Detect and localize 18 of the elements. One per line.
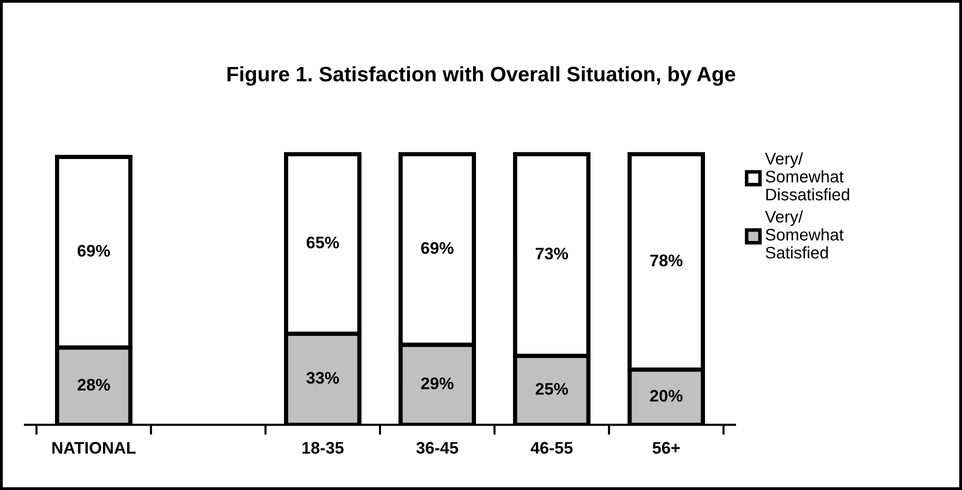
data-label: 25% xyxy=(536,382,568,395)
data-label: 33% xyxy=(306,372,339,384)
data-label: 73% xyxy=(536,248,568,260)
x-tick-label: 56+ xyxy=(652,442,680,454)
data-label: 28% xyxy=(78,378,110,391)
data-label: 69% xyxy=(421,242,454,254)
data-label: 69% xyxy=(78,244,110,257)
data-label: 20% xyxy=(650,390,683,402)
x-tick-label: 46-55 xyxy=(530,442,573,454)
legend-label: Very/ Somewhat Dissatisfied xyxy=(765,152,850,200)
x-tick-label: 36-45 xyxy=(416,442,458,454)
x-tick-label: NATIONAL xyxy=(52,442,136,454)
chart-title: Figure 1. Satisfaction with Overall Situation, by Age xyxy=(228,66,736,86)
data-label: 29% xyxy=(421,377,454,390)
legend-label: Very/ Somewhat Satisfied xyxy=(765,210,844,259)
data-label: 65% xyxy=(306,236,339,248)
data-label: 78% xyxy=(650,254,683,266)
x-tick-label: 18-35 xyxy=(302,442,344,454)
